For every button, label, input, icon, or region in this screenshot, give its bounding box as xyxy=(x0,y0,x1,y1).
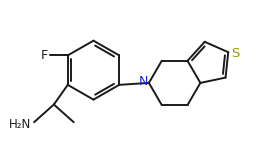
Text: N: N xyxy=(138,75,148,88)
Text: H₂N: H₂N xyxy=(9,118,31,131)
Text: S: S xyxy=(231,47,239,60)
Text: F: F xyxy=(40,49,48,62)
